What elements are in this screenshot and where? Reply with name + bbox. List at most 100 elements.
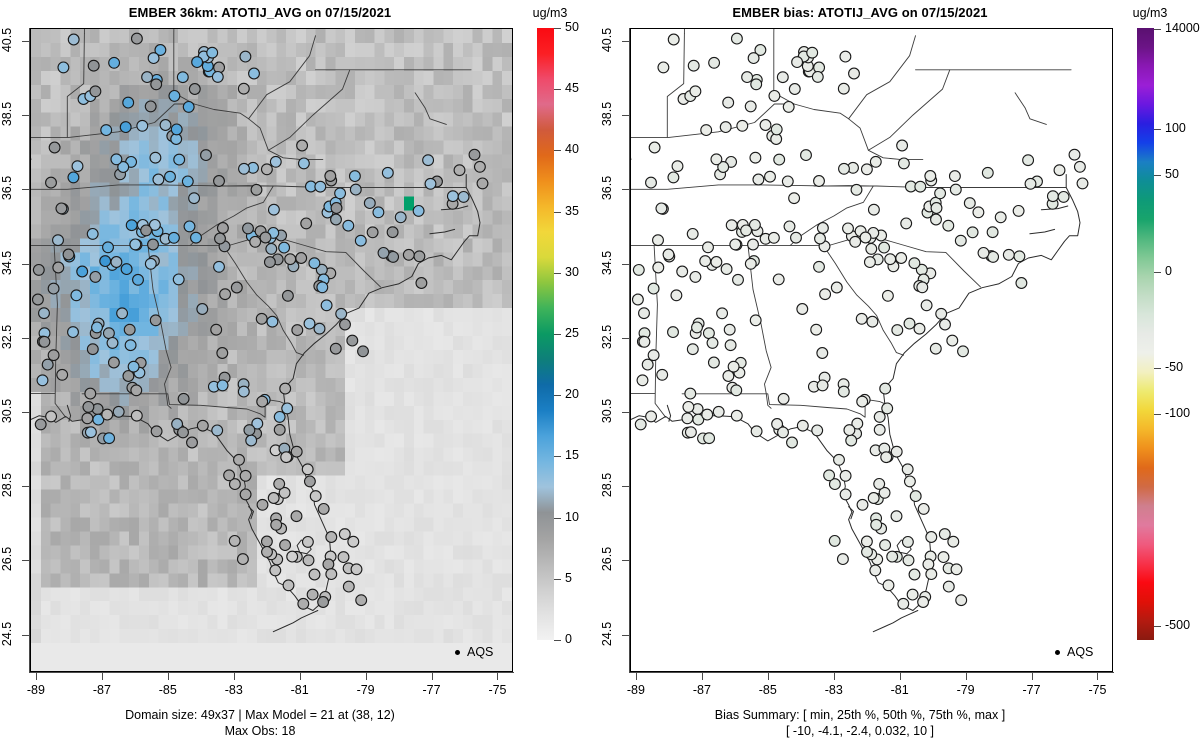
aqs-site-marker	[36, 374, 49, 387]
bias-colorbar-gradient	[1137, 28, 1154, 640]
aqs-site-marker	[768, 89, 781, 102]
aqs-site-marker	[851, 417, 864, 430]
aqs-site-marker	[350, 563, 363, 576]
aqs-site-marker	[849, 235, 862, 248]
aqs-site-marker	[879, 382, 892, 395]
aqs-site-marker	[880, 451, 893, 464]
x-tick-label: -79	[356, 683, 375, 697]
aqs-site-marker	[810, 323, 823, 336]
aqs-site-marker	[770, 123, 783, 136]
aqs-site-marker	[330, 202, 343, 214]
aqs-site-marker	[183, 220, 196, 233]
aqs-site-marker	[925, 531, 938, 543]
y-tick-label: 36.5	[600, 176, 614, 201]
aqs-site-marker	[816, 222, 829, 234]
aqs-site-marker	[949, 183, 962, 196]
aqs-site-marker	[687, 59, 700, 72]
aqs-site-marker	[52, 234, 64, 247]
aqs-site-marker	[732, 273, 744, 286]
aqs-site-marker	[929, 342, 942, 355]
colorbar-tick	[1154, 271, 1161, 273]
aqs-site-marker	[963, 197, 976, 210]
aqs-site-marker	[412, 204, 425, 217]
aqs-site-marker	[127, 360, 140, 373]
colorbar-tick	[554, 272, 561, 274]
aqs-site-marker	[908, 257, 921, 270]
aqs-site-marker	[191, 56, 204, 69]
aqs-site-marker	[638, 307, 650, 320]
aqs-site-marker	[237, 82, 250, 95]
aqs-site-marker	[725, 219, 738, 232]
aqs-site-marker	[994, 211, 1007, 224]
aqs-site-marker	[76, 265, 89, 278]
aqs-site-marker	[334, 187, 347, 200]
bias-x-axis-line	[630, 672, 1114, 673]
aqs-site-marker	[123, 323, 136, 336]
aqs-site-marker	[947, 535, 960, 548]
aqs-site-marker	[856, 498, 869, 511]
aqs-site-marker	[811, 70, 824, 83]
y-tick-label: 40.5	[600, 27, 614, 53]
aqs-site-marker	[722, 370, 735, 382]
model-y-axis-line	[29, 28, 30, 673]
colorbar-tick	[554, 578, 561, 580]
aqs-site-marker	[676, 265, 689, 278]
aqs-site-marker	[211, 70, 224, 83]
aqs-site-marker	[300, 217, 313, 230]
aqs-site-marker	[900, 217, 913, 230]
aqs-site-marker	[691, 321, 703, 334]
aqs-site-marker	[394, 211, 407, 224]
aqs-site-marker	[211, 424, 224, 437]
aqs-site-marker	[1022, 154, 1035, 167]
aqs-site-marker	[856, 395, 869, 408]
aqs-site-marker	[670, 289, 683, 302]
aqs-site-marker	[788, 83, 801, 95]
aqs-site-marker	[917, 502, 930, 515]
aqs-site-marker	[67, 326, 79, 339]
aqs-site-marker	[273, 423, 286, 436]
aqs-site-marker	[266, 315, 279, 328]
aqs-site-marker	[295, 252, 308, 264]
x-tick	[1097, 673, 1099, 680]
aqs-site-marker	[269, 155, 282, 168]
aqs-site-marker	[116, 307, 129, 320]
aqs-site-marker	[181, 175, 194, 188]
colorbar-tick-label: 50	[565, 20, 579, 34]
x-tick	[497, 673, 499, 680]
aqs-site-marker	[354, 234, 367, 247]
aqs-site-marker	[727, 360, 740, 373]
aqs-site-marker	[273, 477, 286, 490]
aqs-site-marker	[839, 488, 852, 501]
aqs-site-marker	[45, 410, 58, 423]
aqs-site-marker	[930, 202, 943, 214]
aqs-site-marker	[884, 253, 897, 266]
aqs-site-marker	[942, 219, 955, 232]
aqs-site-marker	[108, 56, 121, 69]
aqs-site-marker	[291, 324, 304, 337]
aqs-site-marker	[110, 153, 123, 166]
aqs-site-marker	[260, 163, 273, 176]
y-tick-label: 34.5	[0, 250, 14, 275]
aqs-site-marker	[453, 164, 466, 177]
aqs-site-marker	[655, 202, 668, 215]
aqs-site-marker	[216, 222, 229, 234]
model-colorbar-gradient	[537, 28, 554, 640]
aqs-site-marker	[297, 597, 310, 610]
y-tick-label: 36.5	[0, 176, 14, 201]
aqs-site-marker	[869, 564, 882, 577]
aqs-site-marker	[101, 408, 114, 421]
x-tick	[35, 673, 37, 680]
aqs-site-marker	[210, 323, 223, 336]
aqs-site-marker	[342, 219, 355, 232]
aqs-site-marker	[657, 61, 670, 74]
aqs-site-marker	[684, 426, 697, 439]
aqs-site-marker	[363, 197, 376, 210]
aqs-site-marker	[684, 387, 697, 400]
aqs-site-marker	[413, 250, 426, 263]
aqs-site-marker	[719, 121, 732, 134]
aqs-site-marker	[781, 175, 794, 188]
aqs-site-marker	[70, 289, 83, 302]
aqs-site-marker	[476, 177, 489, 190]
aqs-site-marker	[903, 475, 916, 488]
aqs-site-marker	[796, 419, 809, 432]
